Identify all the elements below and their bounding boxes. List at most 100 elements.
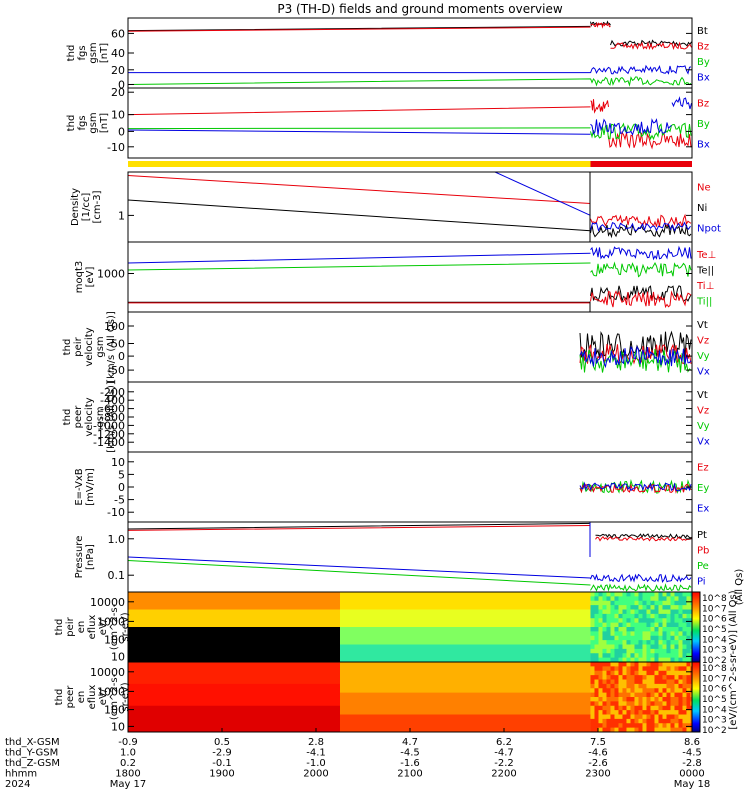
spec-cell xyxy=(622,635,627,641)
spec-cell xyxy=(622,723,627,729)
spec-cell xyxy=(622,718,627,724)
spec-cell xyxy=(614,618,619,624)
spec-cell xyxy=(646,653,651,659)
spec-cell xyxy=(642,692,647,698)
x-row-label: 2024 xyxy=(5,779,30,790)
spec-cell xyxy=(638,714,643,720)
spec-cell xyxy=(650,701,655,707)
line-Bx xyxy=(128,64,692,75)
legend-entry: Ey xyxy=(697,483,709,494)
y-axis-label: Pressure xyxy=(74,536,85,579)
spec-cell xyxy=(654,688,659,694)
y-tick-label: -200 xyxy=(100,386,125,399)
spec-cell xyxy=(606,644,611,650)
spec-cell xyxy=(128,710,340,715)
spec-cell xyxy=(674,648,679,654)
line-Pb xyxy=(127,525,692,542)
spec-cell xyxy=(678,657,683,663)
y-axis-label: thd xyxy=(66,115,77,132)
spec-cell xyxy=(626,648,631,654)
x-row-value: -0.9 xyxy=(118,737,138,748)
spec-cell xyxy=(654,727,659,733)
line-Pi xyxy=(127,556,692,584)
spec-cell xyxy=(594,675,599,680)
spec-cell xyxy=(340,701,591,707)
spec-cell xyxy=(654,679,659,685)
spec-cell xyxy=(590,705,595,711)
spec-cell xyxy=(646,675,651,680)
spec-cell xyxy=(650,653,655,659)
spec-cell xyxy=(642,635,647,641)
spec-cell xyxy=(602,692,607,698)
spec-cell xyxy=(650,705,655,711)
spec-cell xyxy=(634,648,639,654)
spec-cell xyxy=(678,605,683,610)
spec-cell xyxy=(598,640,603,645)
spec-cell xyxy=(686,701,691,707)
spec-cell xyxy=(590,613,595,619)
spec-cell xyxy=(658,644,663,650)
spec-cell xyxy=(662,727,667,733)
spec-cell xyxy=(626,596,631,602)
spec-cell xyxy=(340,613,591,619)
spec-cell xyxy=(662,653,667,659)
spec-cell xyxy=(634,596,639,602)
spec-cell xyxy=(630,666,635,672)
spec-cell xyxy=(602,592,607,597)
spec-cell xyxy=(662,666,667,672)
spec-cell xyxy=(602,605,607,610)
spec-cell xyxy=(686,692,691,698)
spec-cell xyxy=(682,622,687,628)
spec-cell xyxy=(674,666,679,672)
spec-cell xyxy=(626,618,631,624)
spec-cell xyxy=(642,644,647,650)
spec-cell xyxy=(610,644,615,650)
spec-cell xyxy=(658,692,663,698)
spec-cell xyxy=(610,600,615,606)
spec-cell xyxy=(658,705,663,711)
spec-cell xyxy=(682,592,687,597)
spec-cell xyxy=(340,727,591,733)
spec-cell xyxy=(128,627,340,632)
spec-cell xyxy=(634,644,639,650)
spec-cell xyxy=(598,653,603,659)
spec-cell xyxy=(666,657,671,663)
line-Ni xyxy=(127,199,692,239)
spec-cell xyxy=(670,718,675,724)
spec-cell xyxy=(682,631,687,637)
x-row-value: -4.1 xyxy=(306,748,326,759)
spec-cell xyxy=(666,618,671,624)
spec-cell xyxy=(590,600,595,606)
spec-cell xyxy=(658,592,663,597)
line-Ex xyxy=(579,481,692,492)
spec-cell xyxy=(602,727,607,733)
spec-cell xyxy=(340,675,591,680)
spec-cell xyxy=(642,662,647,667)
spec-cell xyxy=(128,622,340,628)
spec-cell xyxy=(650,718,655,724)
spec-cell xyxy=(642,600,647,606)
x-row-value: May 17 xyxy=(110,779,147,790)
spec-cell xyxy=(630,718,635,724)
spec-cell xyxy=(606,714,611,720)
spec-cell xyxy=(630,592,635,597)
spec-cell xyxy=(650,631,655,637)
spec-cell xyxy=(614,635,619,641)
spec-cell xyxy=(654,618,659,624)
spec-cell xyxy=(682,657,687,663)
spec-cell xyxy=(128,718,340,724)
spec-cell xyxy=(626,670,631,676)
spec-cell xyxy=(650,600,655,606)
spec-cell xyxy=(606,670,611,676)
spec-cell xyxy=(678,697,683,702)
spec-cell xyxy=(594,727,599,733)
spec-cell xyxy=(618,727,623,733)
spec-cell xyxy=(674,635,679,641)
spec-cell xyxy=(642,697,647,702)
spec-cell xyxy=(606,675,611,680)
spec-cell xyxy=(128,666,340,672)
spec-cell xyxy=(340,618,591,624)
spec-cell xyxy=(682,701,687,707)
spec-cell xyxy=(686,688,691,694)
